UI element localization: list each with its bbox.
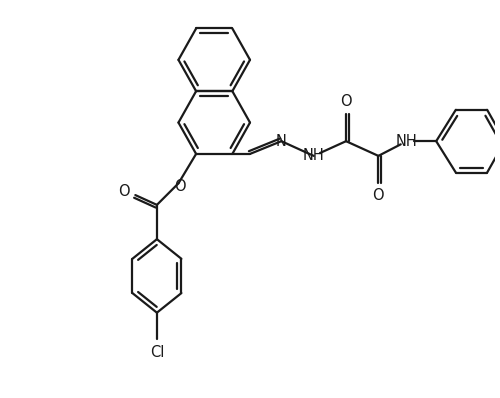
Text: O: O xyxy=(118,183,130,199)
Text: O: O xyxy=(174,179,186,194)
Text: Cl: Cl xyxy=(150,345,164,360)
Text: N: N xyxy=(276,134,287,149)
Text: O: O xyxy=(372,187,384,203)
Text: NH: NH xyxy=(396,134,417,149)
Text: NH: NH xyxy=(303,148,324,164)
Text: O: O xyxy=(340,94,352,109)
